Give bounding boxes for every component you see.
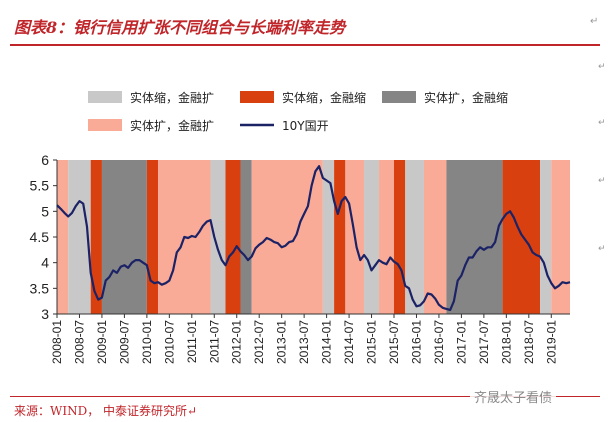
legend-swatch bbox=[382, 91, 416, 103]
regime-band bbox=[423, 160, 447, 314]
legend-swatch bbox=[240, 91, 274, 103]
x-tick-label: 2010-01 bbox=[140, 320, 154, 364]
x-axis-ticks: 2008-01 2008-07 2009-01 2009-07 2010-01 2010-… bbox=[50, 314, 558, 364]
paragraph-mark: ↵ bbox=[598, 62, 606, 72]
source-note: 来源：WIND， 中泰证券研究所↵ bbox=[14, 404, 198, 418]
regime-band bbox=[101, 160, 147, 314]
regime-band bbox=[502, 160, 541, 314]
y-tick-label: 5 bbox=[41, 203, 49, 219]
legend-label: 实体缩，金融缩 bbox=[282, 90, 366, 105]
y-tick-label: 3 bbox=[41, 306, 49, 322]
y-axis-ticks: 3 3.5 4 4.5 5 5.5 6 bbox=[30, 152, 57, 322]
x-tick-label: 2012-07 bbox=[252, 320, 266, 364]
x-tick-label: 2008-01 bbox=[50, 320, 64, 364]
regime-band bbox=[322, 160, 335, 314]
paragraph-mark: ↵ bbox=[590, 16, 599, 27]
x-tick-label: 2017-07 bbox=[477, 320, 491, 364]
legend-label: 实体扩，金融扩 bbox=[130, 118, 214, 133]
regime-band bbox=[364, 160, 380, 314]
x-tick-label: 2017-01 bbox=[454, 320, 468, 364]
x-tick-label: 2018-01 bbox=[499, 320, 513, 364]
y-tick-label: 3.5 bbox=[30, 280, 50, 296]
x-tick-label: 2009-01 bbox=[95, 320, 109, 364]
title-divider bbox=[10, 44, 600, 46]
y-tick-label: 4.5 bbox=[30, 229, 50, 245]
legend-label: 实体缩，金融扩 bbox=[130, 90, 214, 105]
paragraph-mark: ↵ bbox=[598, 176, 606, 186]
x-tick-label: 2019-01 bbox=[544, 320, 558, 364]
y-tick-label: 5.5 bbox=[30, 178, 50, 194]
x-tick-label: 2010-07 bbox=[162, 320, 176, 364]
regime-band bbox=[405, 160, 424, 314]
regime-band bbox=[540, 160, 552, 314]
regime-bands bbox=[57, 160, 570, 314]
legend-label: 实体扩，金融缩 bbox=[424, 90, 508, 105]
watermark: 齐晟太子看债 bbox=[470, 386, 557, 407]
x-tick-label: 2014-01 bbox=[320, 320, 334, 364]
x-tick-label: 2016-01 bbox=[409, 320, 423, 364]
regime-band bbox=[334, 160, 346, 314]
regime-band bbox=[225, 160, 241, 314]
x-tick-label: 2015-07 bbox=[387, 320, 401, 364]
x-tick-label: 2015-01 bbox=[365, 320, 379, 364]
series-lines bbox=[56, 165, 571, 311]
x-tick-label: 2013-07 bbox=[297, 320, 311, 364]
page-title: 图表8：银行信用扩张不同组合与长端利率走势 bbox=[14, 18, 346, 37]
x-tick-label: 2014-07 bbox=[342, 320, 356, 364]
legend-swatch bbox=[88, 91, 122, 103]
legend-swatch bbox=[88, 119, 122, 131]
regime-band bbox=[394, 160, 406, 314]
regime-band bbox=[551, 160, 570, 314]
x-tick-label: 2018-07 bbox=[522, 320, 536, 364]
regime-band bbox=[90, 160, 102, 314]
regime-band bbox=[240, 160, 252, 314]
x-tick-label: 2011-07 bbox=[207, 320, 221, 363]
y-tick-label: 6 bbox=[41, 152, 49, 168]
regime-band bbox=[146, 160, 159, 314]
y-tick-label: 4 bbox=[41, 255, 49, 271]
regime-band bbox=[210, 160, 226, 314]
paragraph-mark: ↵ bbox=[598, 244, 606, 254]
footer-divider bbox=[10, 396, 600, 397]
regime-band bbox=[57, 160, 69, 314]
series-line-10y bbox=[56, 165, 571, 311]
x-tick-label: 2016-07 bbox=[432, 320, 446, 364]
regime-band bbox=[379, 160, 395, 314]
legend-label: 10Y国开 bbox=[282, 119, 329, 133]
x-tick-label: 2011-01 bbox=[185, 320, 199, 363]
x-tick-label: 2013-01 bbox=[275, 320, 289, 364]
x-tick-label: 2012-01 bbox=[230, 320, 244, 364]
regime-band bbox=[68, 160, 91, 314]
x-tick-label: 2008-07 bbox=[72, 320, 86, 364]
paragraph-mark: ↵ bbox=[598, 118, 606, 128]
x-tick-label: 2009-07 bbox=[117, 320, 131, 364]
